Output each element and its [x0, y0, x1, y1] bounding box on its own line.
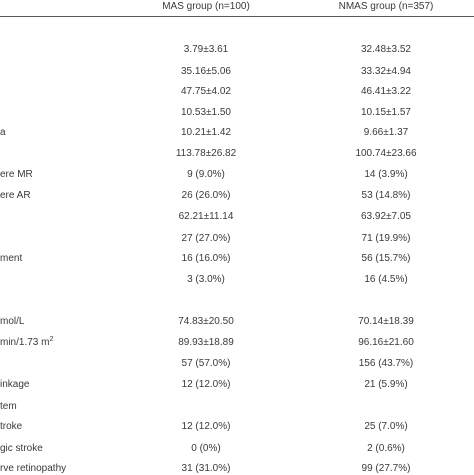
row-label: ere MR: [0, 169, 33, 180]
cell-nmas: 100.74±23.66: [355, 148, 417, 159]
cell-nmas: 53 (14.8%): [361, 190, 411, 201]
cell-nmas: 71 (19.9%): [361, 233, 411, 244]
cell-nmas: 14 (3.9%): [364, 169, 408, 180]
cell-nmas: 10.15±1.57: [361, 107, 411, 118]
cell-nmas: 25 (7.0%): [364, 421, 408, 432]
row-label: tem: [0, 401, 17, 412]
cell-mas: 3.79±3.61: [183, 44, 229, 55]
cell-mas: 26 (26.0%): [181, 190, 231, 201]
cell-nmas: 70.14±18.39: [358, 316, 414, 327]
row-label: gic stroke: [0, 443, 43, 454]
cell-nmas: 56 (15.7%): [361, 253, 411, 264]
row-label: min/1.73 m2: [0, 336, 54, 349]
cell-mas: 35.16±5.06: [181, 66, 231, 77]
cell-mas: 113.78±26.82: [175, 148, 237, 159]
row-label: troke: [0, 421, 23, 432]
cell-mas: 12 (12.0%): [181, 379, 231, 390]
row-label-text: min/1.73 m: [0, 337, 50, 348]
cell-mas: 74.83±20.50: [178, 316, 234, 327]
cell-nmas: 16 (4.5%): [364, 274, 408, 285]
cell-mas: 3 (3.0%): [187, 274, 225, 285]
cell-nmas: 9.66±1.37: [363, 127, 409, 138]
row-label: rve retinopathy: [0, 463, 67, 474]
cell-mas: 27 (27.0%): [181, 233, 231, 244]
cell-nmas: 96.16±21.60: [358, 337, 414, 348]
cell-nmas: 32.48±3.52: [361, 44, 411, 55]
row-label: a: [0, 127, 6, 138]
cell-mas: 57 (57.0%): [181, 358, 231, 369]
cell-mas: 16 (16.0%): [181, 253, 231, 264]
row-label-superscript: 2: [49, 336, 54, 343]
cell-mas: 0 (0%): [191, 443, 221, 454]
cell-mas: 12 (12.0%): [181, 421, 231, 432]
cell-nmas: 63.92±7.05: [361, 211, 411, 222]
column-header-nmas: NMAS group (n=357): [338, 1, 434, 12]
row-label: mol/L: [0, 316, 25, 327]
cell-nmas: 2 (0.6%): [367, 443, 405, 454]
cell-mas: 9 (9.0%): [187, 169, 225, 180]
cell-nmas: 46.41±3.22: [361, 86, 411, 97]
row-label: ere AR: [0, 190, 31, 201]
cell-mas: 10.21±1.42: [181, 127, 231, 138]
cell-nmas: 99 (27.7%): [361, 463, 411, 474]
cell-nmas: 156 (43.7%): [358, 358, 414, 369]
column-header-mas: MAS group (n=100): [162, 1, 250, 12]
cell-nmas: 33.32±4.94: [361, 66, 411, 77]
cell-mas: 62.21±11.14: [178, 211, 234, 222]
cell-mas: 31 (31.0%): [181, 463, 231, 474]
row-label: inkage: [0, 379, 30, 390]
cell-mas: 89.93±18.89: [178, 337, 234, 348]
cell-mas: 47.75±4.02: [181, 86, 231, 97]
row-label: ment: [0, 253, 23, 264]
header-rule: [0, 16, 474, 17]
cell-nmas: 21 (5.9%): [364, 379, 408, 390]
cell-mas: 10.53±1.50: [181, 107, 231, 118]
